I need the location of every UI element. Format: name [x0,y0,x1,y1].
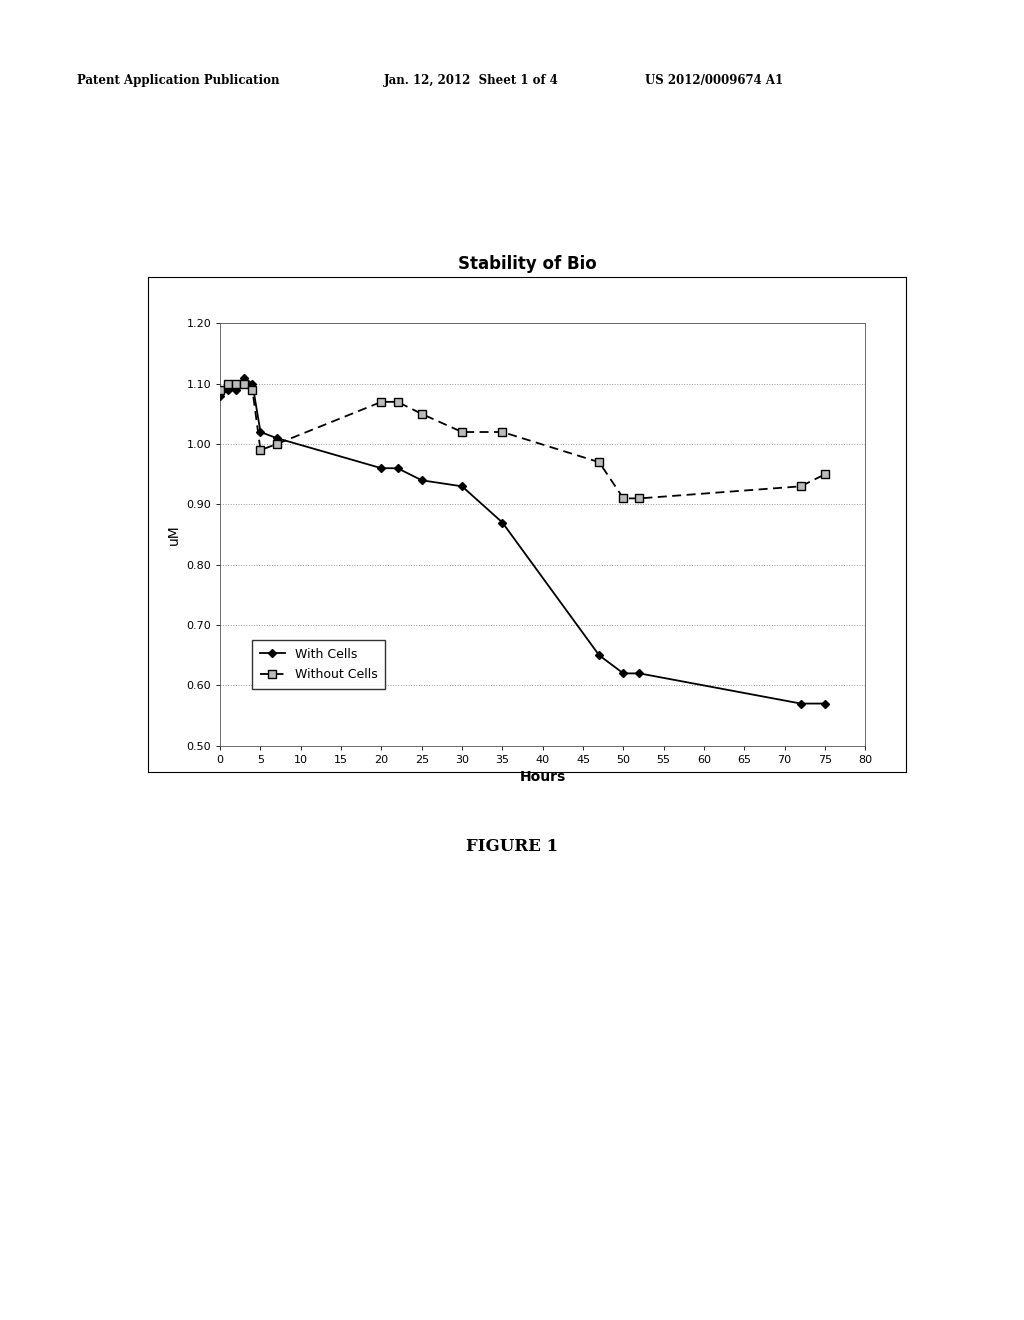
Title: Stability of Bio: Stability of Bio [458,255,597,273]
Legend: With Cells, Without Cells: With Cells, Without Cells [252,640,385,689]
Y-axis label: uM: uM [167,524,181,545]
Text: Jan. 12, 2012  Sheet 1 of 4: Jan. 12, 2012 Sheet 1 of 4 [384,74,559,87]
X-axis label: Hours: Hours [519,771,566,784]
Text: Patent Application Publication: Patent Application Publication [77,74,280,87]
Text: FIGURE 1: FIGURE 1 [466,838,558,855]
Text: US 2012/0009674 A1: US 2012/0009674 A1 [645,74,783,87]
